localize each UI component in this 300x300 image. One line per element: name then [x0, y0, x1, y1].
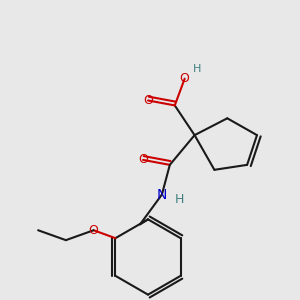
Text: O: O — [138, 153, 148, 167]
Text: O: O — [89, 224, 99, 237]
Text: H: H — [194, 64, 202, 74]
Text: O: O — [180, 72, 190, 85]
Text: O: O — [143, 94, 153, 107]
Text: N: N — [157, 188, 167, 202]
Text: H: H — [175, 193, 184, 206]
